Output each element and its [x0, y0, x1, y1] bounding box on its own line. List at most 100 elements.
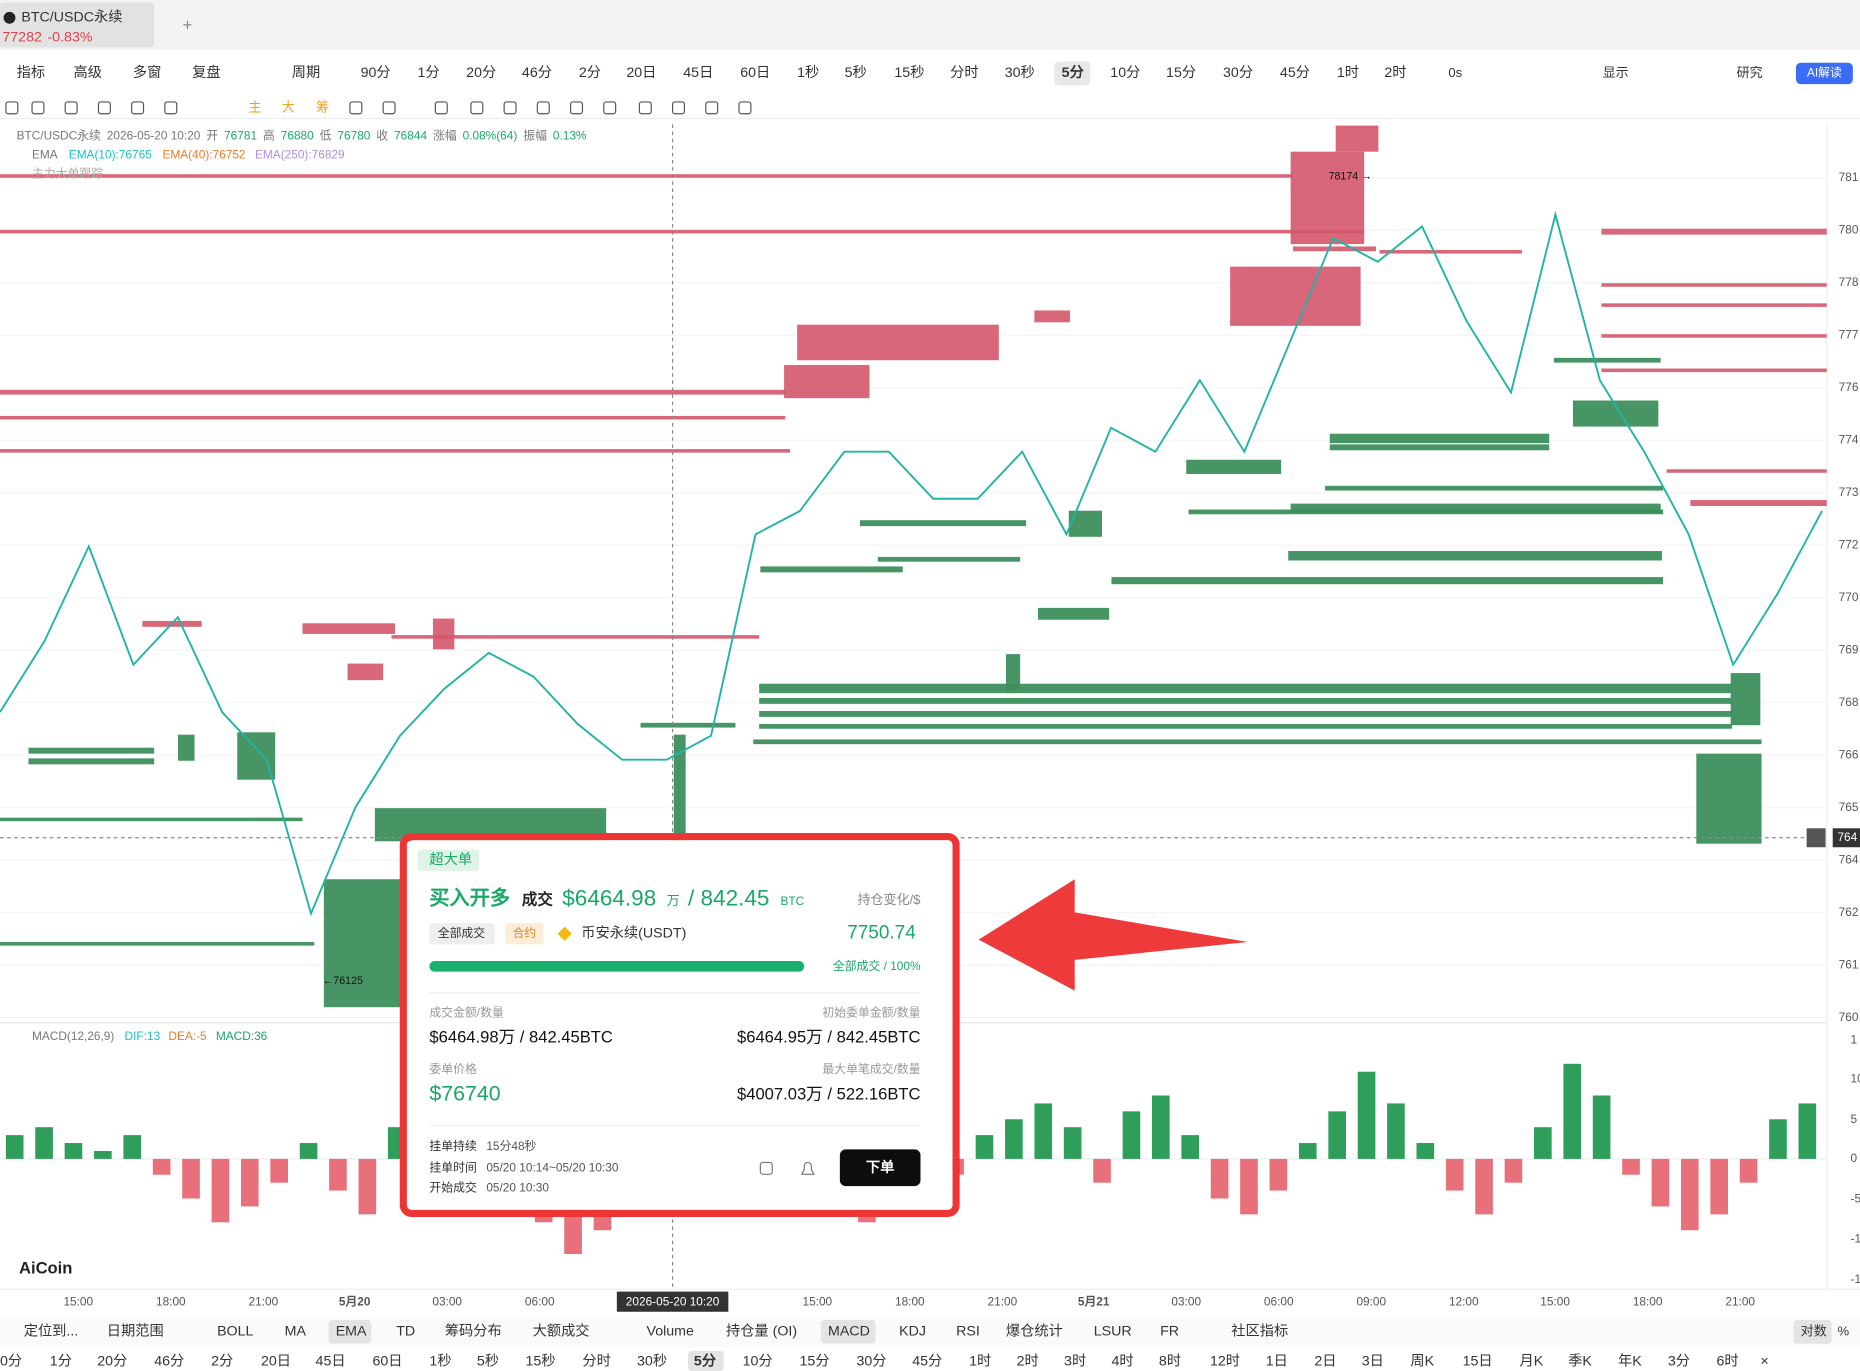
tool-icon[interactable]	[470, 101, 484, 115]
indicator-button[interactable]: MACD	[828, 1324, 870, 1340]
indicator-button[interactable]: 定位到...	[24, 1323, 79, 1340]
period-button[interactable]: 2分	[211, 1352, 233, 1369]
ai-button-bg[interactable]	[1795, 62, 1853, 85]
period-button[interactable]: 1秒	[797, 64, 819, 81]
period-button[interactable]: 30秒	[637, 1352, 667, 1369]
tool-icon[interactable]	[671, 101, 686, 115]
indicator-button[interactable]: TD	[396, 1324, 415, 1340]
period-button[interactable]: 1分	[418, 64, 440, 81]
toolbar-item[interactable]: 高级	[74, 64, 102, 81]
period-button[interactable]: 分时	[582, 1352, 610, 1369]
period-button[interactable]: 1秒	[429, 1352, 451, 1369]
indicator-button[interactable]: BOLL	[217, 1324, 253, 1340]
period-button[interactable]: 1日	[1266, 1353, 1288, 1369]
tool-icon[interactable]	[164, 101, 178, 115]
period-button[interactable]: 年K	[1618, 1352, 1642, 1369]
indicator-button[interactable]: FR	[1160, 1324, 1179, 1340]
period-button[interactable]: 20日	[261, 1353, 291, 1369]
tool-icon[interactable]	[503, 101, 517, 115]
period-button[interactable]: 20分	[466, 64, 496, 81]
indicator-toggle[interactable]: 大	[282, 99, 295, 114]
period-button[interactable]: 15日	[1463, 1353, 1493, 1369]
period-button[interactable]: 5秒	[477, 1352, 499, 1369]
period-button[interactable]: 30分	[1223, 64, 1253, 81]
period-button[interactable]: 3分	[1668, 1352, 1690, 1369]
bell-icon[interactable]	[800, 1161, 815, 1175]
period-button[interactable]: 30分	[856, 1352, 886, 1369]
period-button[interactable]: 60日	[740, 65, 770, 81]
log-toggle[interactable]: 对数	[1801, 1323, 1827, 1338]
toolbar-item[interactable]: 0s	[1448, 65, 1462, 80]
ai-button[interactable]: AI解读	[1807, 66, 1842, 80]
toolbar-item[interactable]: 指标	[17, 64, 45, 81]
tool-icon[interactable]	[603, 101, 617, 115]
period-button[interactable]: 6时	[1716, 1352, 1738, 1369]
new-tab[interactable]: +	[183, 15, 193, 34]
percent-toggle[interactable]: %	[1837, 1323, 1849, 1338]
tool-icon[interactable]	[638, 101, 652, 115]
tool-icon[interactable]	[382, 101, 396, 115]
period-button[interactable]: 5秒	[845, 64, 867, 81]
period-button[interactable]: 45日	[316, 1353, 346, 1369]
active-tab[interactable]	[0, 2, 155, 48]
indicator-button[interactable]: RSI	[956, 1324, 980, 1340]
indicator-button[interactable]: Volume	[646, 1324, 694, 1340]
tool-icon[interactable]	[97, 101, 111, 115]
period-button[interactable]: 2时	[1017, 1352, 1039, 1369]
period-button[interactable]: 20日	[626, 65, 656, 81]
period-button[interactable]: 46分	[522, 64, 552, 81]
toolbar-item[interactable]: 周期	[292, 64, 320, 81]
period-button[interactable]: 15秒	[894, 64, 924, 81]
indicator-button[interactable]: 筹码分布	[445, 1323, 502, 1340]
period-button[interactable]: 20分	[97, 1352, 127, 1369]
period-button[interactable]: 12时	[1210, 1352, 1240, 1369]
period-button[interactable]: 2分	[579, 64, 601, 81]
period-button[interactable]: 月K	[1520, 1353, 1544, 1369]
period-button[interactable]: 10分	[1110, 64, 1140, 81]
indicator-button[interactable]: 爆仓统计	[1006, 1323, 1063, 1340]
tool-icon[interactable]	[434, 101, 448, 115]
indicator-button[interactable]: MA	[285, 1324, 307, 1340]
period-button[interactable]: 15秒	[525, 1352, 555, 1369]
period-button[interactable]: 60日	[372, 1353, 402, 1369]
indicator-button[interactable]: KDJ	[899, 1324, 926, 1340]
indicator-button[interactable]: 持仓量 (OI)	[726, 1323, 797, 1340]
period-button[interactable]: 4时	[1111, 1352, 1133, 1369]
tool-icon[interactable]	[705, 101, 719, 115]
period-button[interactable]: 15分	[800, 1352, 830, 1369]
crosshair-plus[interactable]	[1806, 828, 1826, 848]
period-button[interactable]: 5分	[1062, 64, 1085, 81]
toolbar-item[interactable]: 复盘	[192, 63, 220, 81]
period-button[interactable]: 2日	[1314, 1353, 1336, 1369]
period-button[interactable]: 30秒	[1005, 64, 1035, 81]
order-button-bg[interactable]	[839, 1149, 921, 1187]
tool-icon[interactable]	[64, 101, 78, 115]
period-button[interactable]: 45日	[683, 65, 713, 81]
toolbar-item[interactable]: 显示	[1603, 65, 1629, 80]
period-button[interactable]: 3日	[1362, 1353, 1384, 1369]
indicator-button[interactable]: EMA	[336, 1324, 367, 1340]
period-button[interactable]: 0分	[0, 1352, 22, 1369]
toolbar-item[interactable]: 研究	[1737, 65, 1763, 80]
period-button[interactable]: 3时	[1064, 1352, 1086, 1369]
period-button[interactable]: 5分	[694, 1352, 717, 1369]
tool-icon[interactable]	[349, 101, 363, 115]
period-button[interactable]: 10分	[743, 1352, 773, 1369]
tool-icon[interactable]	[536, 101, 550, 115]
period-button[interactable]: 90分	[361, 64, 391, 81]
indicator-button[interactable]: 大额成交	[533, 1322, 590, 1340]
period-button[interactable]: 季K	[1568, 1352, 1592, 1369]
indicator-button[interactable]: 日期范围	[107, 1323, 164, 1340]
period-button[interactable]: 2时	[1384, 64, 1406, 81]
indicator-toggle[interactable]: 筹	[316, 99, 329, 114]
period-button[interactable]: 1时	[1337, 64, 1359, 81]
indicator-button[interactable]: 社区指标	[1231, 1323, 1288, 1340]
order-button[interactable]: 下单	[866, 1158, 894, 1176]
period-button[interactable]: 46分	[154, 1352, 184, 1369]
period-button[interactable]: 45分	[912, 1352, 942, 1369]
period-button[interactable]: 分时	[950, 64, 978, 81]
tool-icon[interactable]	[5, 101, 19, 115]
period-button[interactable]: ×	[1760, 1353, 1768, 1369]
period-button[interactable]: 15分	[1166, 64, 1196, 81]
period-button[interactable]: 45分	[1280, 64, 1310, 81]
